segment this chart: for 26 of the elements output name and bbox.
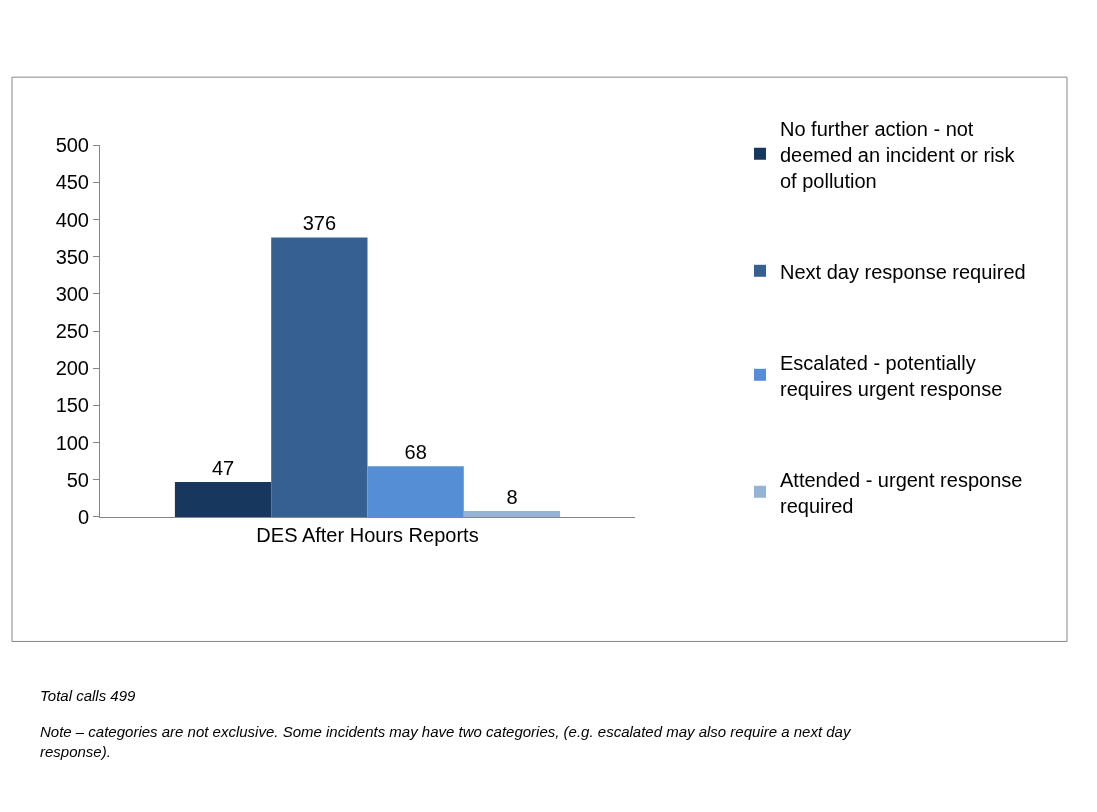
text: Note – categories are not exclusive. Some incidents may have two categories, (e.g. escalated may also require a next day response). <box>40 723 852 760</box>
legend-label: Escalated - potentially requires urgent response <box>780 351 1003 400</box>
legend-label: No further action - not deemed an incident or risk of pollution <box>780 117 1016 192</box>
y-tick-label: 450 <box>55 171 89 194</box>
legend-label: Attended - urgent response required <box>780 468 1023 517</box>
bar <box>367 466 464 517</box>
data-label: 68 <box>404 441 427 464</box>
y-tick-label: 500 <box>55 134 89 157</box>
y-tick-label: 150 <box>55 394 89 417</box>
y-tick-label: 250 <box>55 320 89 343</box>
legend-label: Next day response required <box>780 260 1026 283</box>
y-tick-label: 300 <box>55 282 89 305</box>
y-tick-label: 400 <box>55 208 89 231</box>
data-label: 8 <box>506 485 518 508</box>
y-tick-label: 350 <box>55 245 89 268</box>
y-tick-label: 50 <box>66 468 89 491</box>
data-label: 376 <box>302 212 337 235</box>
bar <box>463 510 561 517</box>
data-label: 47 <box>211 456 235 479</box>
y-tick-label: 100 <box>55 431 89 454</box>
y-tick-label: 0 <box>77 505 89 528</box>
bar <box>174 481 272 517</box>
bar <box>271 237 368 517</box>
x-tick-label: DES After Hours Reports <box>256 523 479 546</box>
text: Total calls 499 <box>40 687 136 704</box>
y-tick-label: 200 <box>55 357 89 380</box>
